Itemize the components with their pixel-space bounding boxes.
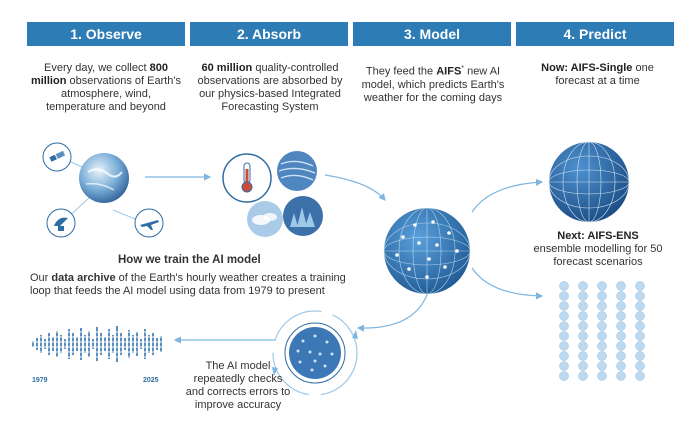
thermometer-icon	[222, 153, 272, 203]
data-archive-icon	[32, 326, 167, 362]
earth-icon	[79, 153, 129, 203]
observe-description: Every day, we collect 800 million observ…	[30, 62, 182, 113]
absorb-description: 60 million quality-controlled observatio…	[197, 62, 343, 113]
training-loop-description: The AI model repeatedly checks and corre…	[185, 360, 291, 411]
forecast-globe-icon	[548, 141, 630, 223]
training-description: Our data archive of the Earth's hourly w…	[30, 272, 346, 297]
ensemble-grid-icon	[559, 281, 645, 381]
predict-next-description: Next: AIFS-ENS ensemble modelling for 50…	[533, 230, 663, 268]
wind-icon	[277, 151, 317, 191]
step-model-header: 3. Model	[353, 22, 511, 46]
year-start-label: 1979	[32, 377, 48, 384]
predict-now-description: Now: AIFS-Single one forecast at a time	[541, 62, 654, 87]
step-observe-header: 1. Observe	[27, 22, 185, 46]
training-title: How we train the AI model	[118, 254, 261, 266]
step-absorb-header: 2. Absorb	[190, 22, 348, 46]
satellite-icon	[42, 142, 72, 172]
training-loop-icon	[272, 310, 358, 396]
model-description: They feed the AIFS* new AI model, which …	[361, 65, 505, 104]
year-end-label: 2025	[143, 377, 159, 384]
radar-dish-icon	[46, 208, 76, 238]
forest-icon	[283, 196, 323, 236]
ai-network-globe-icon	[383, 207, 471, 295]
clouds-icon	[247, 201, 283, 237]
step-predict-header: 4. Predict	[516, 22, 674, 46]
airplane-icon	[134, 208, 164, 238]
